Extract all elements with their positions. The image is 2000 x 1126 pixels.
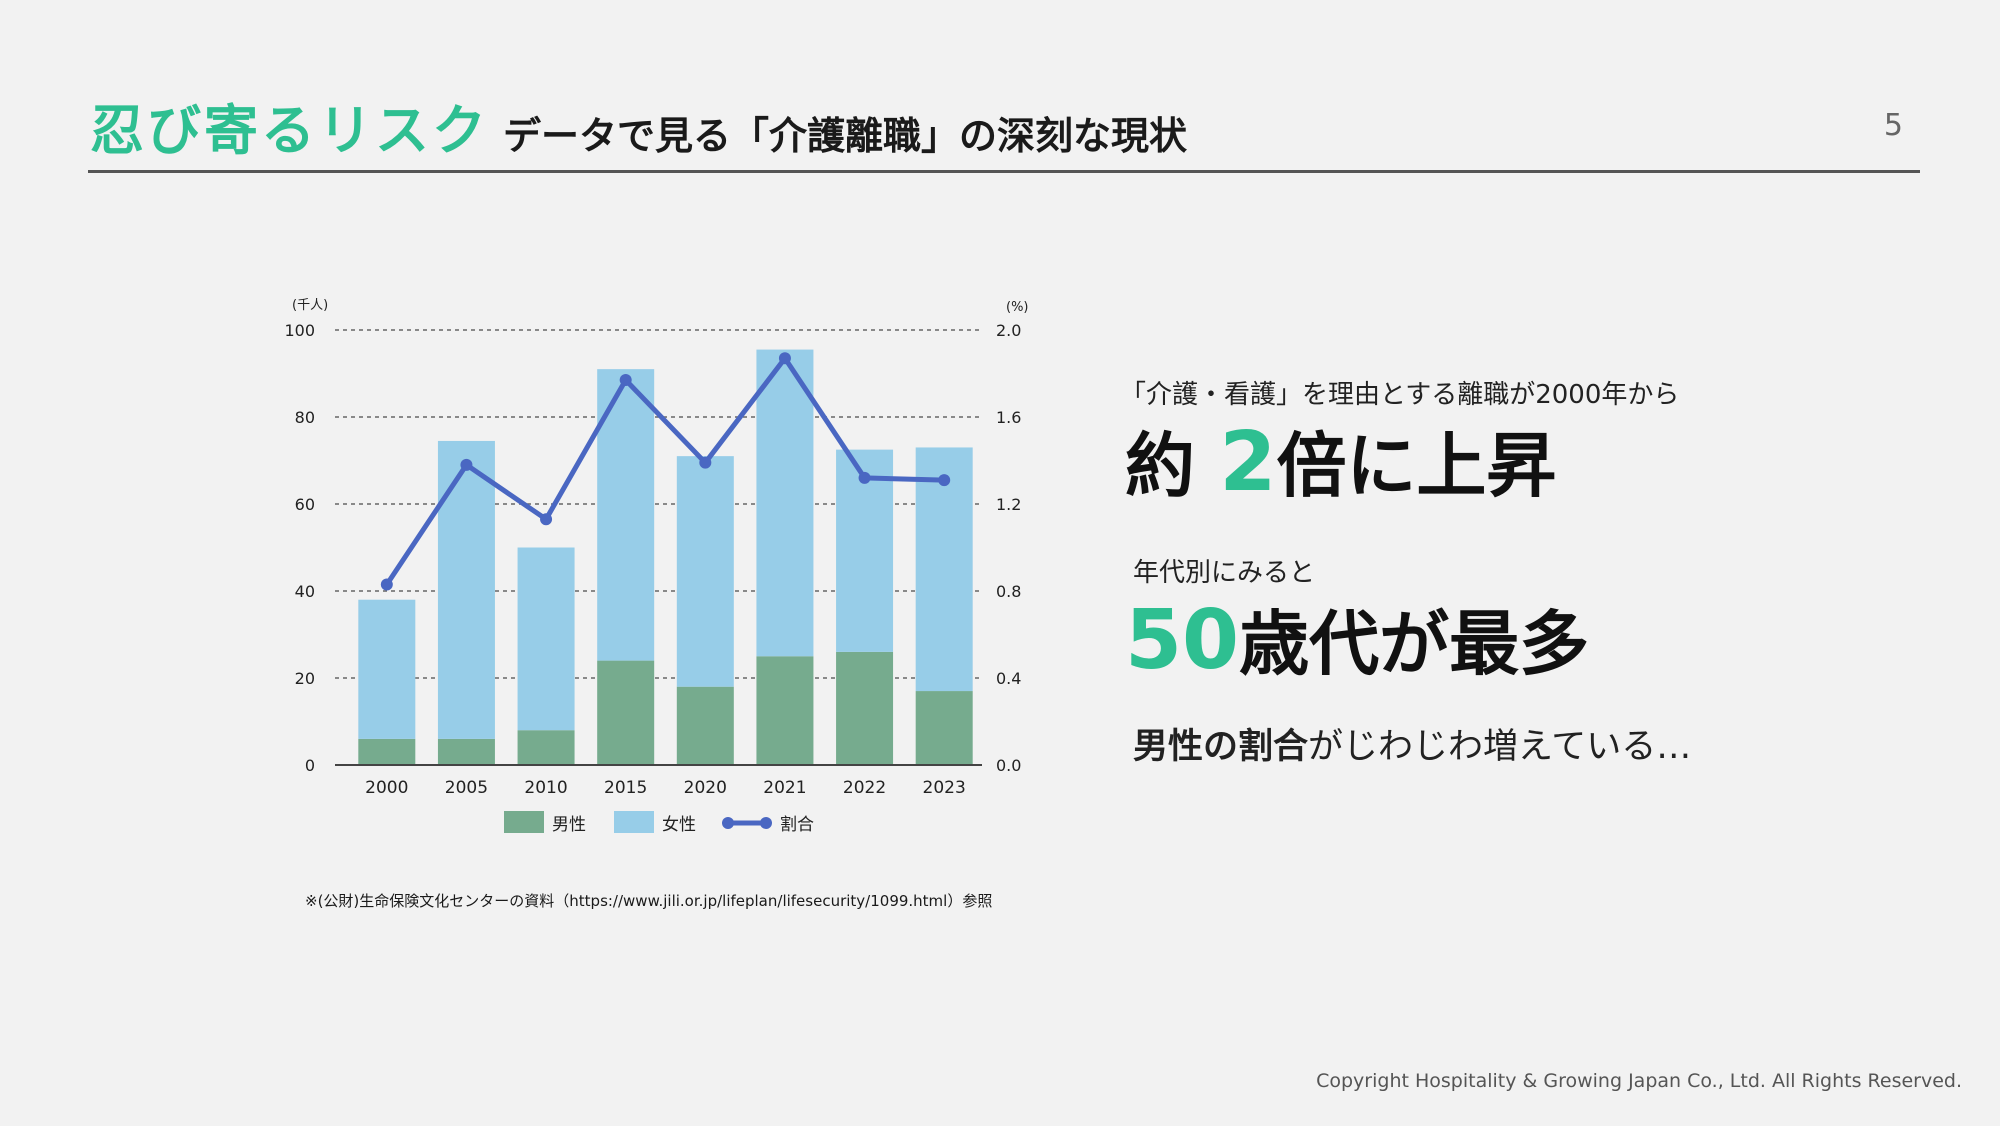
y-left-tick-label: 60 (295, 495, 315, 514)
y-right-tick-label: 1.6 (996, 408, 1021, 427)
x-tick-label: 2020 (684, 778, 727, 798)
chart-bars (358, 349, 973, 765)
x-tick-label: 2023 (923, 778, 966, 798)
bar-male (836, 651, 894, 765)
source-note: ※(公財)生命保険文化センターの資料（https://www.jili.or.j… (305, 892, 993, 910)
bar-male (756, 656, 814, 765)
chart-legend: 男性 女性 割合 (504, 811, 814, 835)
ratio-point (778, 352, 791, 365)
legend-point (760, 817, 772, 829)
x-tick-label: 2010 (524, 778, 567, 798)
y-left-tick-label: 80 (295, 408, 315, 427)
y-left-tick-label: 20 (295, 669, 315, 688)
chart-ratio-line (380, 352, 951, 591)
bar-male (517, 730, 575, 765)
ratio-line-path (384, 355, 945, 586)
slide-title: データで見る「介護離職」の深刻な現状 (503, 114, 1188, 158)
legend-swatch (504, 811, 544, 833)
copyright: Copyright Hospitality & Growing Japan Co… (1316, 1070, 1962, 1092)
y-right-tick-label: 0.0 (996, 756, 1021, 775)
ratio-point (699, 456, 712, 469)
legend-label: 男性 (552, 815, 586, 835)
bar-female (915, 447, 973, 692)
y-right-tick-label: 0.4 (996, 669, 1021, 688)
header-divider (88, 170, 1920, 173)
y-left-unit-label: (千人) (292, 298, 328, 313)
point3-note: 男性の割合がじわじわ増えている… (1133, 718, 1691, 769)
point3-rest: がじわじわ増えている… (1308, 727, 1692, 767)
legend-swatch (614, 811, 654, 833)
bar-male (358, 738, 416, 765)
point1-headline: 約 2倍に上昇 (1125, 410, 1556, 511)
ratio-point (540, 513, 553, 526)
bar-female (756, 349, 814, 657)
x-tick-label: 2005 (445, 778, 488, 798)
bar-female (437, 440, 495, 739)
bar-female (517, 547, 575, 731)
bar-female (676, 456, 734, 687)
y-left-tick-label: 40 (295, 582, 315, 601)
y-left-tick-label: 0 (305, 756, 315, 775)
point2-number: 50 (1125, 593, 1240, 688)
x-tick-label: 2000 (365, 778, 408, 798)
ratio-point (380, 578, 393, 591)
point1-prefix: 約 (1125, 425, 1195, 507)
bar-male (597, 660, 655, 765)
y-right-unit-label: (%) (1006, 300, 1029, 315)
slide-title-accent: 忍び寄るリスク (90, 99, 489, 162)
slide-header: 忍び寄るリスク データで見る「介護離職」の深刻な現状 (90, 86, 1187, 166)
bar-female (358, 599, 416, 739)
x-tick-label: 2015 (604, 778, 647, 798)
x-tick-label: 2021 (763, 778, 806, 798)
ratio-point (938, 474, 951, 487)
ratio-point (619, 374, 632, 387)
ratio-point (858, 471, 871, 484)
legend-label: 割合 (780, 815, 814, 835)
bar-male (437, 738, 495, 765)
point1-number: 2 (1219, 415, 1277, 510)
ratio-point (460, 458, 473, 471)
y-right-tick-label: 2.0 (996, 321, 1021, 340)
page-number: 5 (1883, 108, 1903, 143)
y-left-tick-label: 100 (284, 321, 315, 340)
point2-lead: 年代別にみると (1133, 558, 1316, 588)
point2-suffix: 歳代が最多 (1239, 603, 1590, 685)
point2-headline: 50歳代が最多 (1125, 588, 1589, 689)
legend-point (722, 817, 734, 829)
y-right-tick-label: 0.8 (996, 582, 1021, 601)
bar-male (915, 691, 973, 765)
legend-label: 女性 (662, 815, 696, 835)
x-tick-label: 2022 (843, 778, 886, 798)
point3-bold: 男性の割合 (1133, 727, 1309, 767)
care-resignation-chart: 0 0.0 20 0.4 40 0.8 60 1.2 80 1.6 100 2.0 (千人) (%) 200… (284, 298, 1028, 835)
bar-male (676, 686, 734, 765)
point1-lead: 「介護・看護」を理由とする離職が2000年から (1120, 380, 1680, 410)
chart-axes: 0 0.0 20 0.4 40 0.8 60 1.2 80 1.6 100 2.0 (千人) (%) 200… (284, 298, 1028, 798)
point1-suffix: 倍に上昇 (1276, 425, 1557, 507)
y-right-tick-label: 1.2 (996, 495, 1021, 514)
